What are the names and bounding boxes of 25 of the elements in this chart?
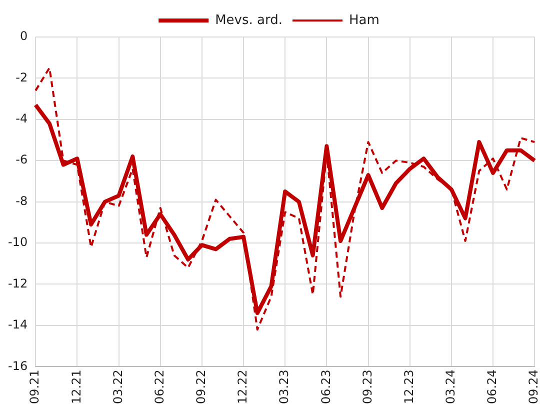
- y-tick-label: -16: [8, 358, 28, 373]
- x-tick-label: 09.22: [194, 370, 208, 404]
- line-series: [34, 66, 536, 331]
- legend-label: Mevs. ard.: [215, 12, 283, 28]
- x-tick-label: 12.21: [69, 370, 84, 404]
- x-tick-label: 09.24: [526, 370, 541, 404]
- x-tick-label: 06.22: [152, 370, 166, 404]
- x-tick-label: 12.22: [236, 370, 250, 404]
- y-tick-label: -10: [8, 235, 28, 250]
- y-tick-label: -8: [16, 194, 28, 208]
- x-tick-label: 03.24: [444, 370, 458, 404]
- legend-label: Ham: [349, 12, 380, 28]
- x-tick-label: 03.22: [110, 370, 125, 404]
- x-tick-label: 06.23: [318, 370, 333, 404]
- x-tick-label: 03.23: [277, 370, 292, 404]
- y-tick-label: -6: [16, 152, 28, 167]
- x-tick-label: 06.24: [485, 370, 500, 404]
- y-tick-label: -4: [16, 112, 28, 126]
- y-tick-label: -2: [16, 70, 28, 84]
- x-tick-label: 09.23: [360, 370, 374, 404]
- x-tick-label: 09.21: [28, 370, 42, 404]
- x-tick-label: 12.23: [402, 370, 416, 404]
- y-tick-label: -12: [8, 276, 28, 290]
- y-tick-label: -14: [8, 318, 28, 332]
- y-tick-label: 0: [20, 29, 28, 44]
